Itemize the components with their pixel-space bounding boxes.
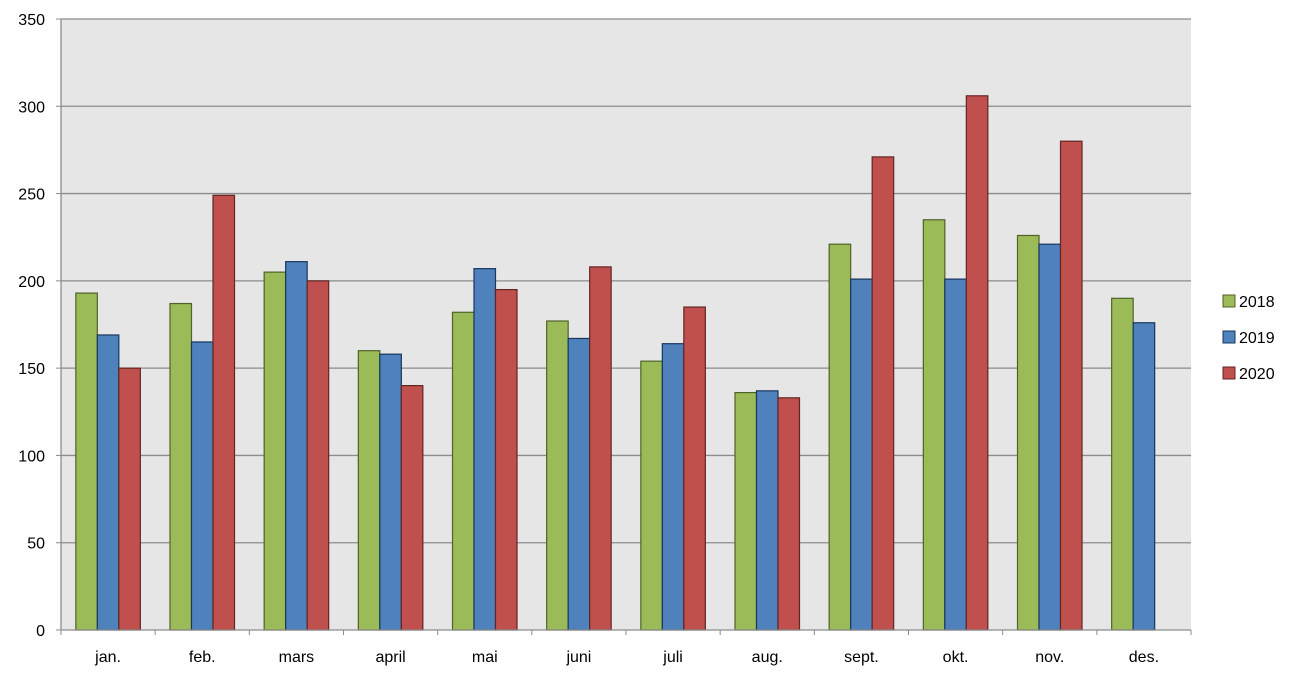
x-tick-label: okt. [943, 649, 969, 666]
x-tick-label: aug. [752, 649, 783, 666]
bar-2020-feb. [212, 194, 236, 631]
bar-2020-sept. [871, 156, 895, 631]
bar-2018-mai [451, 311, 475, 631]
bar-2019-juli [661, 343, 685, 631]
legend: 2018 2019 2020 [1222, 294, 1275, 383]
bar-2020-mars [306, 280, 330, 631]
bar-2018-sept. [828, 243, 852, 631]
legend-swatch-2020 [1222, 366, 1236, 380]
bar-2020-okt. [965, 95, 989, 631]
bar-2020-mai [494, 288, 518, 631]
y-tick-label: 300 [18, 99, 45, 116]
bar-2019-juni [567, 337, 591, 631]
y-tick-label: 150 [18, 361, 45, 378]
x-tick-label: jan. [94, 649, 121, 666]
x-tick-label: mai [472, 649, 498, 666]
bar-2019-des. [1132, 322, 1156, 631]
bar-2018-nov. [1016, 234, 1040, 631]
legend-label: 2019 [1239, 330, 1275, 347]
bar-2019-mars [285, 261, 308, 631]
bar-2018-feb. [169, 302, 193, 631]
bars [75, 95, 1156, 631]
legend-label: 2020 [1239, 366, 1275, 383]
bar-2019-april [379, 353, 402, 631]
bar-2020-juli [683, 306, 706, 631]
bar-2020-jan. [118, 367, 141, 631]
bar-2019-okt. [944, 278, 967, 631]
bar-2018-okt. [922, 219, 946, 631]
bar-2019-nov. [1038, 243, 1062, 631]
x-axis-ticks: jan. feb. mars april mai juni juli aug. sept. okt… [60, 630, 1192, 666]
bar-2019-aug. [755, 390, 779, 631]
bar-2018-aug. [734, 391, 758, 631]
bar-2020-aug. [777, 397, 801, 631]
y-tick-label: 200 [18, 274, 45, 291]
bar-2020-juni [589, 266, 612, 631]
bar-2019-feb. [190, 341, 214, 631]
y-tick-label: 250 [18, 187, 45, 204]
x-tick-label: juni [565, 649, 591, 666]
x-tick-label: feb. [189, 649, 216, 666]
bar-2019-sept. [850, 278, 873, 631]
x-tick-label: juli [662, 649, 683, 666]
y-tick-label: 350 [18, 12, 45, 29]
bar-2018-juli [640, 360, 663, 631]
x-tick-label: april [375, 649, 405, 666]
plot-area [61, 19, 1191, 630]
bar-2018-jan. [75, 292, 98, 631]
bar-2018-mars [263, 271, 287, 631]
y-tick-label: 50 [27, 536, 45, 553]
x-tick-label: nov. [1035, 649, 1064, 666]
legend-label: 2018 [1239, 294, 1275, 311]
bar-2018-des. [1111, 297, 1134, 631]
bar-2018-april [357, 350, 381, 631]
y-axis-ticks: 0 50 100 150 200 250 300 350 [18, 12, 61, 640]
legend-swatch-2019 [1222, 330, 1236, 344]
gridlines [61, 18, 1191, 544]
x-tick-label: sept. [844, 649, 879, 666]
x-tick-label: mars [279, 649, 315, 666]
bar-2020-nov. [1059, 140, 1083, 631]
bar-2019-jan. [96, 334, 120, 631]
y-tick-label: 0 [36, 623, 45, 640]
bar-2020-april [400, 385, 424, 631]
legend-swatch-2018 [1222, 294, 1236, 308]
bar-2019-mai [473, 268, 497, 631]
bar-2018-juni [546, 320, 569, 631]
x-tick-label: des. [1129, 649, 1159, 666]
y-tick-label: 100 [18, 448, 45, 465]
